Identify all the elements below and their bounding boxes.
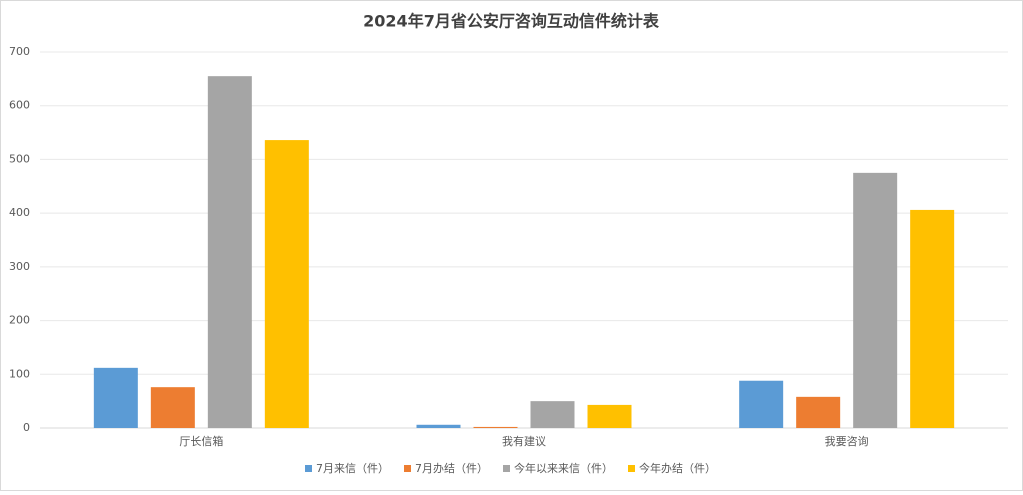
legend-swatch — [628, 465, 635, 472]
y-tick-label: 100 — [9, 367, 30, 380]
bar — [587, 404, 632, 428]
legend-swatch — [503, 465, 510, 472]
legend-label: 今年以来来信（件） — [514, 461, 613, 475]
bar — [796, 396, 841, 428]
y-tick-label: 0 — [23, 421, 30, 434]
y-tick-label: 400 — [9, 206, 30, 219]
y-tick-label: 500 — [9, 152, 30, 165]
legend-label: 7月办结（件） — [415, 462, 488, 475]
x-tick-label: 我要咨询 — [825, 434, 869, 448]
bar — [416, 424, 461, 428]
bar — [739, 380, 784, 428]
legend-swatch — [404, 465, 411, 472]
y-tick-label: 300 — [9, 260, 30, 273]
bar — [473, 426, 518, 428]
bar — [150, 387, 195, 428]
bar — [853, 172, 898, 428]
y-tick-label: 600 — [9, 99, 30, 112]
y-tick-label: 200 — [9, 314, 30, 327]
chart-title: 2024年7月省公安厅咨询互动信件统计表 — [363, 12, 660, 31]
legend-swatch — [305, 465, 312, 472]
legend-label: 今年办结（件） — [639, 461, 716, 475]
y-tick-label: 700 — [9, 45, 30, 58]
legend-label: 7月来信（件） — [316, 462, 389, 475]
bar — [264, 140, 309, 428]
bar — [910, 209, 955, 428]
bar — [530, 401, 575, 428]
x-tick-label: 我有建议 — [502, 434, 546, 448]
bar — [207, 76, 252, 429]
bar — [93, 367, 138, 428]
x-tick-label: 厅长信箱 — [179, 434, 223, 448]
